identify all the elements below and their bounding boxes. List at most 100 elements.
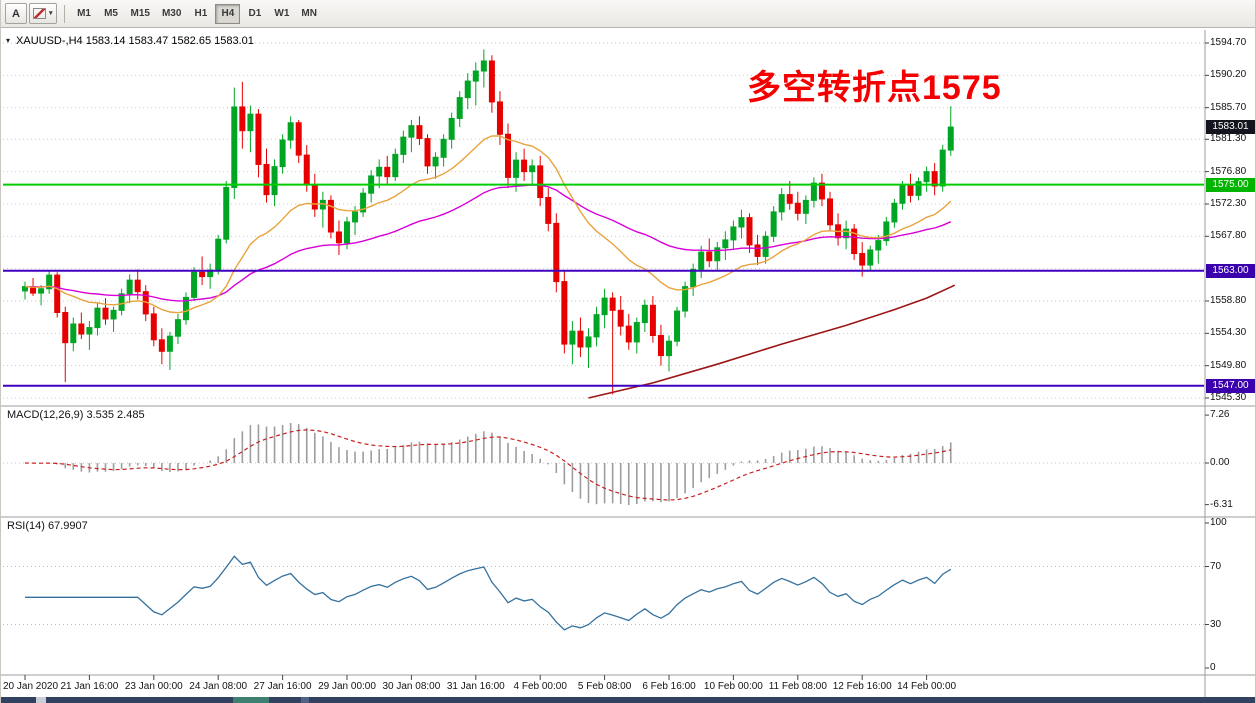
ma-slow-line bbox=[24, 184, 952, 302]
candle-body bbox=[118, 293, 125, 311]
candle-body bbox=[907, 185, 914, 196]
timeframe-mn-button[interactable]: MN bbox=[296, 4, 322, 24]
candle-body bbox=[843, 228, 850, 239]
candle-body bbox=[352, 211, 359, 223]
candle-body bbox=[279, 139, 286, 168]
timeframe-m5-button[interactable]: M5 bbox=[99, 4, 124, 24]
candle-body bbox=[947, 126, 954, 151]
candle-body bbox=[448, 117, 455, 140]
bottom-edge-segment bbox=[301, 697, 309, 703]
candle-body bbox=[601, 297, 608, 316]
candle-body bbox=[875, 240, 882, 251]
rsi-line bbox=[25, 555, 952, 631]
toolbar-separator bbox=[63, 4, 65, 23]
rsi-label: RSI(14) 67.9907 bbox=[7, 520, 88, 532]
candle-body bbox=[344, 221, 350, 244]
candle-body bbox=[239, 106, 246, 132]
candle-body bbox=[46, 274, 53, 290]
candle-body bbox=[54, 274, 61, 313]
drawing-tool-icon bbox=[33, 8, 46, 19]
candle-body bbox=[327, 199, 334, 233]
candle-body bbox=[666, 340, 672, 357]
candle-body bbox=[529, 165, 536, 173]
candle-body bbox=[134, 279, 141, 293]
candle-body bbox=[545, 197, 552, 224]
candle-body bbox=[247, 113, 254, 132]
drawing-tool-button[interactable]: ▾ bbox=[29, 3, 57, 24]
dropdown-caret-icon: ▾ bbox=[49, 10, 53, 17]
candle-body bbox=[456, 97, 463, 119]
candle-body bbox=[786, 194, 793, 204]
candle-body bbox=[883, 221, 890, 242]
timeframe-h1-button[interactable]: H1 bbox=[188, 4, 213, 24]
candle-body bbox=[593, 314, 600, 338]
candle-body bbox=[513, 159, 520, 178]
cursor-tool-button[interactable]: A bbox=[5, 3, 27, 24]
candle-body bbox=[633, 322, 640, 343]
candle-body bbox=[674, 310, 681, 342]
candle-body bbox=[271, 166, 278, 196]
candle-body bbox=[174, 319, 181, 337]
macd-signal-line bbox=[24, 429, 951, 501]
candle-body bbox=[215, 238, 222, 271]
candle-body bbox=[496, 101, 503, 135]
candle-body bbox=[899, 185, 906, 204]
symbol-line: ▾ XAUUSD-,H4 1583.14 1583.47 1582.65 158… bbox=[6, 35, 254, 47]
candle-body bbox=[400, 136, 407, 155]
candle-body bbox=[577, 330, 584, 348]
candle-body bbox=[609, 297, 616, 311]
candle-body bbox=[376, 166, 383, 177]
timeframe-h4-button[interactable]: H4 bbox=[215, 3, 241, 24]
candle-body bbox=[867, 249, 874, 266]
candle-body bbox=[295, 122, 302, 156]
candle-body bbox=[86, 327, 93, 335]
timeframe-m15-button[interactable]: M15 bbox=[126, 4, 155, 24]
candle-body bbox=[730, 226, 737, 241]
timeframe-m1-button[interactable]: M1 bbox=[72, 4, 97, 24]
candle-body bbox=[714, 247, 721, 262]
bottom-window-edge bbox=[1, 697, 1255, 703]
candle-body bbox=[191, 271, 198, 298]
candle-body bbox=[641, 304, 648, 324]
timeframe-m30-button[interactable]: M30 bbox=[157, 4, 186, 24]
candle-body bbox=[311, 184, 318, 210]
candle-body bbox=[231, 106, 238, 188]
candle-body bbox=[939, 149, 946, 187]
candle-body bbox=[521, 159, 528, 173]
candle-body bbox=[255, 113, 262, 165]
candle-body bbox=[158, 339, 165, 352]
bottom-edge-segment bbox=[233, 697, 269, 703]
symbol-ohlc-readout: XAUUSD-,H4 1583.14 1583.47 1582.65 1583.… bbox=[16, 35, 254, 47]
candle-body bbox=[762, 235, 769, 257]
bottom-edge-segment bbox=[36, 697, 46, 703]
candle-body bbox=[183, 296, 189, 321]
candle-body bbox=[488, 60, 495, 103]
candle-body bbox=[384, 166, 391, 178]
candle-body bbox=[432, 156, 439, 167]
candle-body bbox=[818, 182, 825, 200]
candle-body bbox=[464, 80, 471, 99]
timeframe-w1-button[interactable]: W1 bbox=[269, 4, 294, 24]
candle-body bbox=[472, 70, 479, 82]
collapse-indicator-icon[interactable]: ▾ bbox=[6, 36, 11, 45]
candle-body bbox=[891, 202, 898, 223]
candle-body bbox=[150, 313, 157, 341]
toolbar: A ▾ M1 M5 M15 M30 H1 H4 D1 W1 MN bbox=[1, 0, 1255, 28]
candle-body bbox=[62, 311, 69, 344]
timeframe-d1-button[interactable]: D1 bbox=[242, 4, 267, 24]
candle-body bbox=[78, 323, 85, 335]
candle-body bbox=[754, 244, 761, 257]
candle-body bbox=[223, 186, 230, 240]
candle-body bbox=[440, 138, 447, 158]
candle-body bbox=[657, 334, 664, 357]
chart-annotation-text[interactable]: 多空转折点1575 bbox=[747, 69, 1002, 107]
candle-body bbox=[38, 288, 45, 294]
candle-body bbox=[392, 153, 399, 178]
candle-body bbox=[778, 194, 785, 213]
candle-body bbox=[199, 271, 206, 278]
candle-body bbox=[561, 281, 568, 345]
candle-body bbox=[738, 217, 745, 228]
candle-body bbox=[408, 125, 415, 138]
